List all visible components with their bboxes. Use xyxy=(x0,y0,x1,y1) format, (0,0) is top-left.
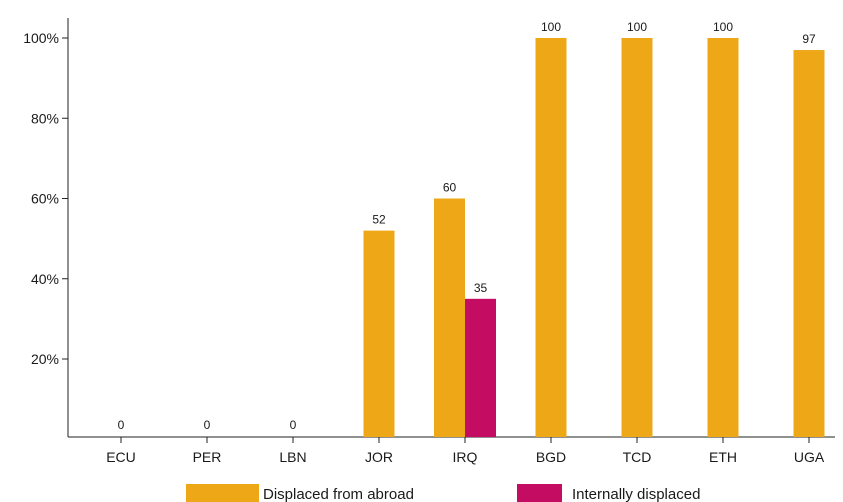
data-label-uga: 97 xyxy=(802,32,816,46)
data-label-ecu: 0 xyxy=(118,418,125,432)
bar-displaced-from-abroad-bgd xyxy=(535,38,567,437)
x-tick-label: ECU xyxy=(106,449,136,465)
x-tick-label: PER xyxy=(193,449,222,465)
data-label-bgd: 100 xyxy=(541,20,561,34)
bar-displaced-from-abroad-uga xyxy=(793,50,825,437)
x-tick-label: BGD xyxy=(536,449,566,465)
bar-displaced-from-abroad-tcd xyxy=(621,38,653,437)
data-label-per: 0 xyxy=(204,418,211,432)
legend-label-internally-displaced: Internally displaced xyxy=(572,486,700,502)
data-label-jor: 52 xyxy=(372,213,386,227)
legend-swatch-displaced-from-abroad xyxy=(186,484,259,502)
bar-internally-displaced-irq xyxy=(465,298,496,437)
data-label-lbn: 0 xyxy=(290,418,297,432)
x-tick-label: LBN xyxy=(279,449,306,465)
data-label-eth: 100 xyxy=(713,20,733,34)
y-tick-label: 60% xyxy=(31,191,59,207)
y-axis: 20% 40% 60% 80% 100% xyxy=(23,18,69,437)
x-tick-label: JOR xyxy=(365,449,393,465)
legend: Displaced from abroad Internally displace… xyxy=(186,484,700,502)
legend-label-displaced-from-abroad: Displaced from abroad xyxy=(263,486,414,502)
x-tick-label: ETH xyxy=(709,449,737,465)
x-tick-label: IRQ xyxy=(453,449,478,465)
bar-displaced-from-abroad-jor xyxy=(363,230,395,437)
data-label-irq: 60 xyxy=(443,181,457,195)
y-tick-label: 40% xyxy=(31,271,59,287)
bar-displaced-from-abroad-eth xyxy=(707,38,739,437)
y-tick-label: 80% xyxy=(31,110,59,126)
x-tick-label: UGA xyxy=(794,449,825,465)
legend-swatch-internally-displaced xyxy=(517,484,562,502)
data-label-internal-irq: 35 xyxy=(474,281,488,295)
x-axis: ECU PER LBN JOR IRQ BGD TCD ETH UGA xyxy=(68,436,835,465)
bars xyxy=(363,38,825,437)
y-tick-label: 20% xyxy=(31,351,59,367)
data-labels: 0 0 0 52 60 35 100 100 100 97 xyxy=(118,20,816,432)
x-tick-label: TCD xyxy=(623,449,652,465)
y-tick-label: 100% xyxy=(23,30,59,46)
data-label-tcd: 100 xyxy=(627,20,647,34)
bar-displaced-from-abroad-irq xyxy=(434,198,465,437)
